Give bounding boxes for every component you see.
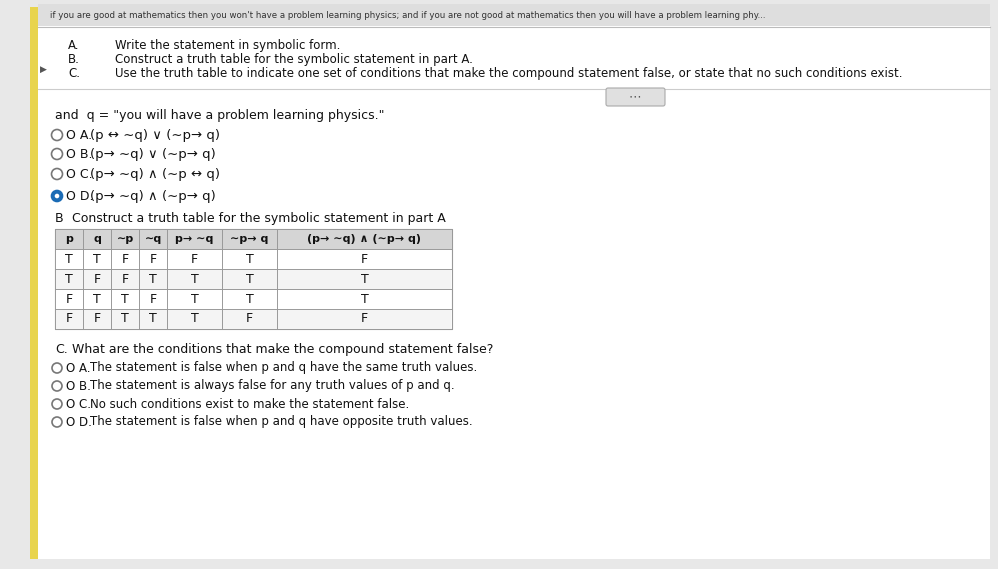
Text: T: T — [360, 273, 368, 286]
Text: (p→ ∼q) ∧ (∼p→ q): (p→ ∼q) ∧ (∼p→ q) — [90, 189, 216, 203]
Text: T: T — [246, 273, 253, 286]
Text: (p→ ∼q) ∧ (∼p→ q): (p→ ∼q) ∧ (∼p→ q) — [307, 234, 421, 244]
Text: F: F — [66, 312, 73, 325]
Bar — [55, 229, 452, 329]
Text: T: T — [191, 273, 199, 286]
Text: C.: C. — [68, 67, 80, 80]
Text: A.: A. — [68, 39, 80, 52]
Circle shape — [52, 168, 63, 179]
Text: C.: C. — [55, 343, 68, 356]
Text: p: p — [65, 234, 73, 244]
Text: T: T — [191, 312, 199, 325]
Circle shape — [52, 363, 62, 373]
Circle shape — [52, 381, 62, 391]
Text: F: F — [122, 273, 129, 286]
Text: T: T — [246, 292, 253, 306]
Text: T: T — [246, 253, 253, 266]
Text: F: F — [66, 292, 73, 306]
Text: Write the statement in symbolic form.: Write the statement in symbolic form. — [115, 39, 340, 52]
Bar — [30, 7, 38, 559]
Text: O C.: O C. — [66, 398, 91, 410]
Circle shape — [52, 191, 63, 201]
Text: T: T — [121, 312, 129, 325]
Text: (p→ ∼q) ∨ (∼p→ q): (p→ ∼q) ∨ (∼p→ q) — [90, 147, 216, 160]
Text: T: T — [360, 292, 368, 306]
FancyBboxPatch shape — [606, 88, 665, 106]
Text: No such conditions exist to make the statement false.: No such conditions exist to make the sta… — [90, 398, 409, 410]
Text: T: T — [149, 273, 157, 286]
Text: F: F — [361, 253, 368, 266]
Bar — [55, 229, 452, 249]
Text: (p→ ∼q) ∧ (∼p ↔ q): (p→ ∼q) ∧ (∼p ↔ q) — [90, 167, 220, 180]
Text: F: F — [94, 273, 101, 286]
Text: F: F — [94, 312, 101, 325]
Text: O B.: O B. — [66, 380, 91, 393]
Text: T: T — [121, 292, 129, 306]
Text: T: T — [65, 273, 73, 286]
Circle shape — [52, 417, 62, 427]
Text: F: F — [150, 292, 157, 306]
Text: F: F — [150, 253, 157, 266]
Text: O B.: O B. — [66, 147, 93, 160]
Text: T: T — [149, 312, 157, 325]
Text: ∼q: ∼q — [145, 234, 162, 244]
Bar — [56, 249, 451, 269]
Circle shape — [55, 193, 59, 199]
Text: B.: B. — [68, 53, 80, 66]
Text: F: F — [361, 312, 368, 325]
Text: B: B — [55, 212, 64, 225]
Text: ∼p→ q: ∼p→ q — [231, 234, 268, 244]
Text: ▶: ▶ — [40, 65, 47, 74]
Bar — [56, 310, 451, 328]
Text: O C.: O C. — [66, 167, 93, 180]
Circle shape — [52, 399, 62, 409]
Text: O A.: O A. — [66, 129, 92, 142]
Text: The statement is false when p and q have opposite truth values.: The statement is false when p and q have… — [90, 415, 473, 428]
Text: The statement is always false for any truth values of p and q.: The statement is always false for any tr… — [90, 380, 455, 393]
Circle shape — [52, 130, 63, 141]
Text: F: F — [191, 253, 198, 266]
Text: ⋯: ⋯ — [629, 90, 642, 104]
Text: T: T — [93, 292, 101, 306]
Text: q: q — [93, 234, 101, 244]
Text: if you are good at mathematics then you won't have a problem learning physics; a: if you are good at mathematics then you … — [50, 10, 765, 19]
Text: (p ↔ ∼q) ∨ (∼p→ q): (p ↔ ∼q) ∨ (∼p→ q) — [90, 129, 220, 142]
Text: Use the truth table to indicate one set of conditions that make the compound sta: Use the truth table to indicate one set … — [115, 67, 902, 80]
Text: The statement is false when p and q have the same truth values.: The statement is false when p and q have… — [90, 361, 477, 374]
Bar — [56, 290, 451, 308]
Text: What are the conditions that make the compound statement false?: What are the conditions that make the co… — [72, 343, 493, 356]
Text: p→ ∼q: p→ ∼q — [176, 234, 214, 244]
Text: F: F — [122, 253, 129, 266]
Text: and  q = "you will have a problem learning physics.": and q = "you will have a problem learnin… — [55, 109, 384, 122]
Text: O D.: O D. — [66, 189, 94, 203]
Bar — [56, 270, 451, 288]
Text: Construct a truth table for the symbolic statement in part A.: Construct a truth table for the symbolic… — [115, 53, 473, 66]
Text: T: T — [191, 292, 199, 306]
Text: O D.: O D. — [66, 415, 92, 428]
Circle shape — [52, 149, 63, 159]
Bar — [38, 4, 990, 26]
Text: T: T — [93, 253, 101, 266]
Text: F: F — [246, 312, 253, 325]
Text: ∼p: ∼p — [117, 234, 134, 244]
Text: Construct a truth table for the symbolic statement in part A: Construct a truth table for the symbolic… — [72, 212, 446, 225]
Text: T: T — [65, 253, 73, 266]
Text: O A.: O A. — [66, 361, 91, 374]
